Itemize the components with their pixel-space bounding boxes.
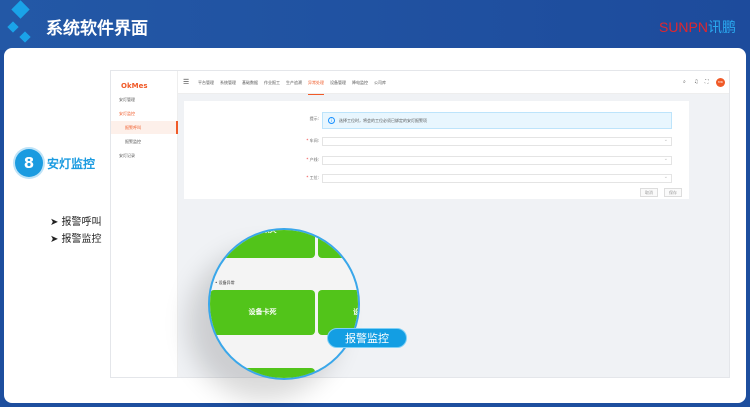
top-nav: ☰ 平台管理 系统管理 基础数据 作业报工 生产追溯 异常处理 设备管理 降电监… bbox=[178, 71, 729, 95]
page-title: 系统软件界面 bbox=[46, 19, 148, 39]
nav-item-active[interactable]: 异常处理 bbox=[308, 71, 324, 95]
nav-item[interactable]: 作业报工 bbox=[264, 80, 280, 85]
field-label: * 工位: bbox=[306, 175, 319, 180]
sidebar-item[interactable]: 安灯监控 bbox=[119, 111, 135, 116]
tip-label: 提示: bbox=[309, 116, 319, 121]
sidebar-item-active[interactable]: 报警呼叫 bbox=[111, 121, 178, 134]
nav-item[interactable]: 生产追溯 bbox=[286, 80, 302, 85]
form-panel: 提示: i 选择工位时，将会的工位必须已绑定的安灯报警项 * 车间: ⌄ * 产线… bbox=[184, 101, 689, 199]
sidebar-item[interactable]: 安灯管理 bbox=[119, 97, 135, 102]
chevron-down-icon: ⌄ bbox=[663, 156, 668, 162]
nav-item[interactable]: 公司库 bbox=[374, 80, 386, 85]
search-icon[interactable]: ⌕ bbox=[683, 79, 686, 85]
workshop-select[interactable]: ⌄ bbox=[322, 137, 672, 146]
fullscreen-icon[interactable]: ⛶ bbox=[705, 79, 709, 85]
alarm-card[interactable]: 物料缺失 bbox=[210, 230, 315, 258]
nav-item[interactable]: 平台管理 bbox=[198, 80, 214, 85]
sidebar-item[interactable]: 报警监控 bbox=[125, 139, 141, 144]
menu-icon[interactable]: ☰ bbox=[183, 78, 190, 86]
magnifier: 物料缺失 • 设备异常 设备卡死 设备 质量异常 bbox=[208, 228, 360, 380]
app-screenshot: OkMes 安灯管理 安灯监控 报警呼叫 报警监控 安灯记录 ☰ 平台管理 系统… bbox=[110, 70, 730, 378]
chevron-down-icon: ⌄ bbox=[663, 174, 668, 180]
alarm-card[interactable]: 设备 bbox=[318, 290, 358, 335]
group-label: 质量异常 bbox=[215, 356, 231, 361]
diamond-icon bbox=[19, 31, 31, 43]
chevron-down-icon: ⌄ bbox=[663, 137, 668, 143]
bullet-item: ➤ 报警监控 bbox=[50, 234, 102, 245]
info-icon: i bbox=[328, 117, 335, 124]
group-label: • 设备异常 bbox=[215, 280, 235, 285]
diamond-icon bbox=[11, 0, 30, 19]
nav-item[interactable]: 基础数据 bbox=[242, 80, 258, 85]
bell-icon[interactable]: ♫ bbox=[694, 79, 699, 85]
avatar[interactable]: MR bbox=[716, 78, 725, 87]
station-select[interactable]: ⌄ bbox=[322, 174, 672, 183]
slide-header: 系统软件界面 SUNPN讯鹏 bbox=[0, 0, 750, 50]
cancel-button[interactable]: 取消 bbox=[640, 188, 658, 197]
sidebar: OkMes 安灯管理 安灯监控 报警呼叫 报警监控 安灯记录 bbox=[111, 71, 178, 377]
alarm-card[interactable] bbox=[210, 368, 315, 378]
nav-item[interactable]: 系统管理 bbox=[220, 80, 236, 85]
bullet-item: ➤ 报警呼叫 bbox=[50, 217, 102, 228]
section-number: 8 bbox=[15, 149, 43, 177]
line-select[interactable]: ⌄ bbox=[322, 156, 672, 165]
diamond-icon bbox=[7, 21, 19, 33]
nav-item[interactable]: 降电监控 bbox=[352, 80, 368, 85]
save-button[interactable]: 保存 bbox=[664, 188, 682, 197]
field-label: * 产线: bbox=[306, 157, 319, 162]
alarm-card[interactable] bbox=[318, 230, 358, 258]
alarm-card[interactable]: 设备卡死 bbox=[210, 290, 315, 335]
nav-item[interactable]: 设备管理 bbox=[330, 80, 346, 85]
section-title: 安灯监控 bbox=[47, 157, 96, 171]
alarm-card[interactable] bbox=[318, 368, 358, 378]
tip-alert: i 选择工位时，将会的工位必须已绑定的安灯报警项 bbox=[322, 112, 672, 129]
field-label: * 车间: bbox=[306, 138, 319, 143]
logo: SUNPN讯鹏 bbox=[658, 19, 736, 35]
brand-logo: OkMes bbox=[121, 82, 148, 90]
sidebar-item[interactable]: 安灯记录 bbox=[119, 153, 135, 158]
callout-label: 报警监控 bbox=[327, 328, 407, 348]
